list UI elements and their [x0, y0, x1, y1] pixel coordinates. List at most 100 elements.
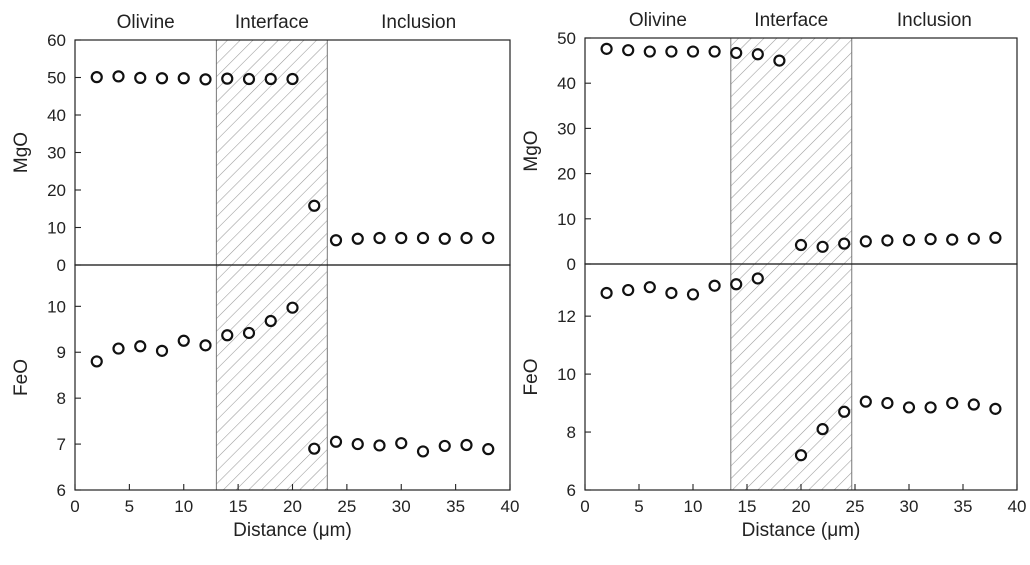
y-tick-label: 10: [47, 297, 66, 316]
y-tick-label: 6: [567, 481, 576, 500]
y-axis-label: MgO: [521, 130, 542, 171]
data-point: [643, 45, 656, 58]
data-point: [622, 283, 635, 297]
data-point: [859, 235, 872, 248]
data-point: [134, 340, 147, 353]
data-point: [816, 240, 829, 253]
x-tick-label: 0: [70, 497, 79, 516]
data-point: [242, 72, 256, 86]
x-tick-label: 20: [792, 497, 811, 516]
data-point: [264, 314, 277, 328]
data-point: [373, 231, 386, 245]
data-point: [924, 401, 937, 414]
data-point: [155, 344, 169, 357]
x-tick-label: 40: [501, 497, 520, 516]
data-point: [308, 442, 321, 455]
data-point: [482, 231, 495, 245]
data-point: [134, 71, 147, 84]
data-point: [416, 445, 430, 458]
data-point: [881, 396, 894, 410]
data-point: [794, 238, 808, 252]
data-point: [600, 42, 613, 55]
data-point: [686, 45, 700, 58]
x-tick-label: 25: [337, 497, 356, 516]
x-tick-label: 25: [846, 497, 865, 516]
data-point: [730, 278, 743, 291]
y-tick-label: 10: [557, 365, 576, 384]
y-tick-label: 50: [557, 29, 576, 48]
x-tick-label: 15: [738, 497, 757, 516]
data-point: [989, 231, 1002, 244]
data-point: [794, 449, 808, 462]
data-point: [112, 70, 125, 83]
data-point: [242, 326, 256, 340]
y-tick-label: 30: [557, 119, 576, 138]
data-point: [329, 234, 343, 247]
x-tick-label: 10: [174, 497, 193, 516]
data-point: [199, 73, 212, 86]
data-point: [838, 237, 851, 250]
x-tick-label: 0: [580, 497, 589, 516]
data-point: [460, 231, 473, 245]
x-tick-label: 35: [446, 497, 465, 516]
data-point: [989, 402, 1002, 415]
y-tick-label: 6: [57, 481, 66, 500]
data-point: [177, 72, 190, 85]
x-tick-label: 10: [684, 497, 703, 516]
data-point: [946, 396, 959, 410]
right-chart: Olivine Interface Inclusion01020304050MgO6…: [521, 10, 1026, 541]
x-axis-label: Distance (μm): [233, 520, 352, 541]
data-point: [308, 199, 321, 212]
data-point: [90, 71, 103, 84]
data-point: [112, 342, 125, 355]
data-point: [730, 46, 743, 60]
data-point: [286, 301, 299, 314]
y-tick-label: 12: [557, 307, 576, 326]
data-point: [622, 44, 635, 57]
left-chart: Olivine Interface Inclusion0102030405060Mg…: [11, 12, 519, 541]
y-axis-label: FeO: [521, 359, 542, 396]
data-point: [482, 443, 495, 456]
data-point: [351, 437, 364, 451]
y-tick-label: 8: [567, 423, 576, 442]
y-axis-label: MgO: [11, 132, 32, 173]
data-point: [838, 405, 851, 418]
data-point: [351, 232, 364, 245]
data-point: [416, 231, 430, 245]
data-point: [373, 439, 386, 452]
y-axis-label: FeO: [11, 359, 32, 396]
region-label: Olivine: [629, 10, 687, 31]
x-tick-label: 5: [125, 497, 134, 516]
data-point: [708, 45, 721, 58]
data-point: [902, 233, 916, 247]
data-point: [221, 329, 234, 342]
y-tick-label: 20: [47, 181, 66, 200]
data-point: [708, 279, 721, 292]
x-tick-label: 15: [229, 497, 248, 516]
y-tick-label: 0: [567, 255, 576, 274]
data-point: [967, 232, 980, 245]
x-tick-label: 40: [1008, 497, 1027, 516]
data-point: [686, 288, 700, 301]
y-tick-label: 60: [47, 31, 66, 50]
y-tick-label: 0: [57, 256, 66, 275]
x-tick-label: 5: [634, 497, 643, 516]
data-point: [264, 72, 277, 86]
data-point: [816, 423, 829, 436]
data-point: [881, 234, 894, 247]
y-tick-label: 7: [57, 435, 66, 454]
data-point: [600, 286, 613, 300]
data-point: [924, 233, 937, 246]
region-label: Interface: [754, 10, 828, 31]
y-tick-label: 9: [57, 343, 66, 362]
data-point: [329, 435, 343, 448]
data-point: [902, 401, 916, 414]
y-tick-label: 8: [57, 389, 66, 408]
data-point: [665, 286, 678, 300]
data-point: [967, 398, 980, 411]
y-tick-label: 10: [47, 219, 66, 238]
data-point: [859, 395, 872, 408]
data-point: [395, 231, 408, 245]
y-tick-label: 40: [557, 74, 576, 93]
x-tick-label: 35: [954, 497, 973, 516]
